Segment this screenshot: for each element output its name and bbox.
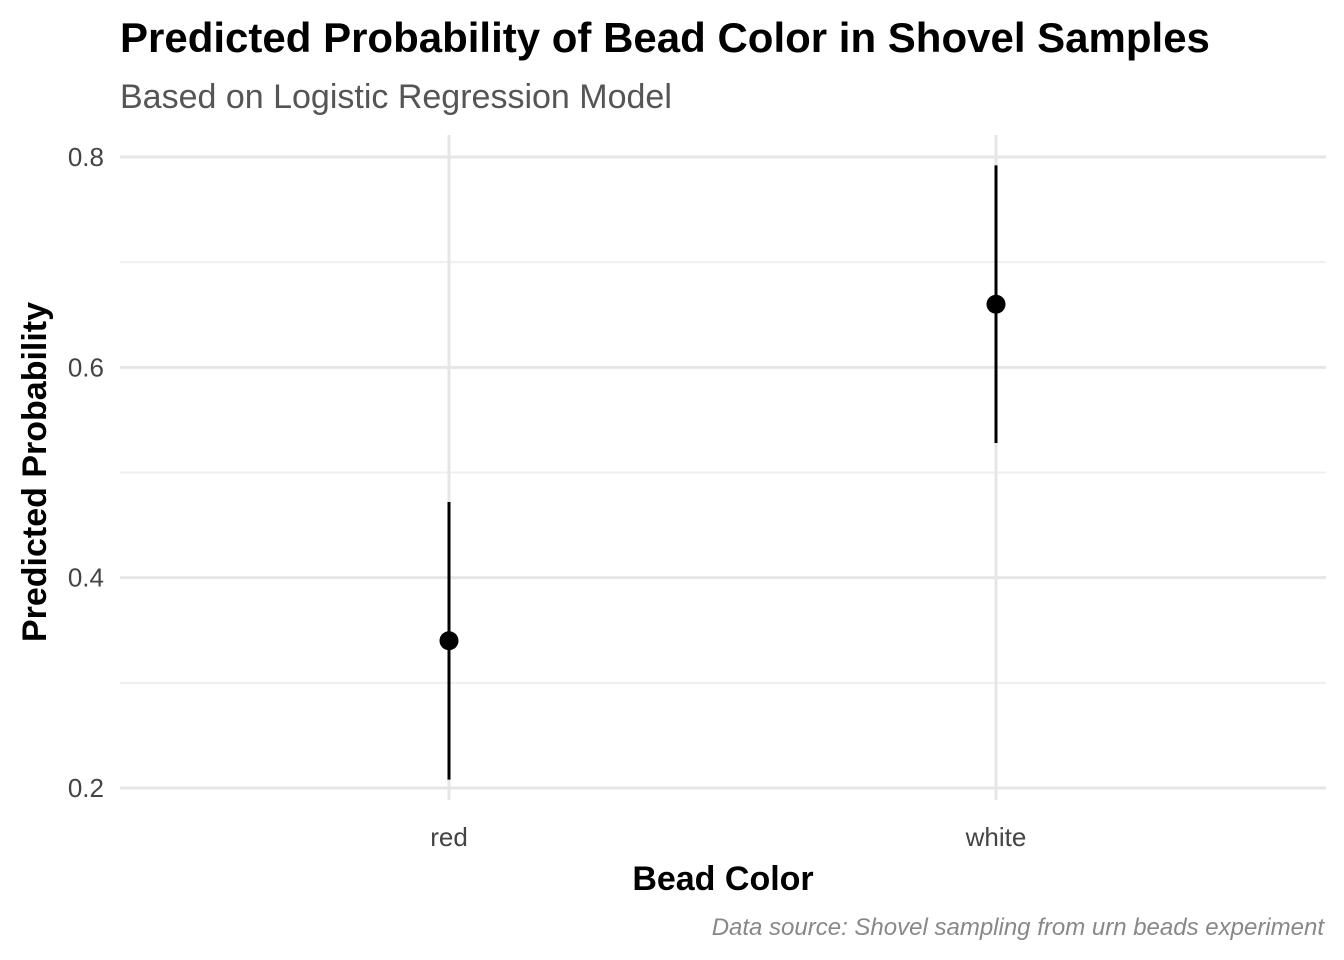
y-tick-label: 0.4 [68,563,104,593]
y-tick-label: 0.2 [68,773,104,803]
grid-lines [120,135,1326,800]
y-tick-label: 0.6 [68,352,104,382]
y-axis-ticks: 0.2 0.4 0.6 0.8 [68,142,104,803]
data-marks [439,165,1006,780]
x-axis-title: Bead Color [632,860,813,898]
chart-subtitle: Based on Logistic Regression Model [120,78,672,116]
chart-title: Predicted Probability of Bead Color in S… [120,14,1210,61]
chart-caption: Data source: Shovel sampling from urn be… [712,914,1326,941]
x-axis-ticks: red white [430,822,1026,852]
point-red [439,631,459,651]
y-tick-label: 0.8 [68,142,104,172]
x-tick-label: white [965,822,1027,852]
x-tick-label: red [430,822,468,852]
y-axis-title: Predicted Probability [16,302,54,642]
point-white [986,294,1006,314]
